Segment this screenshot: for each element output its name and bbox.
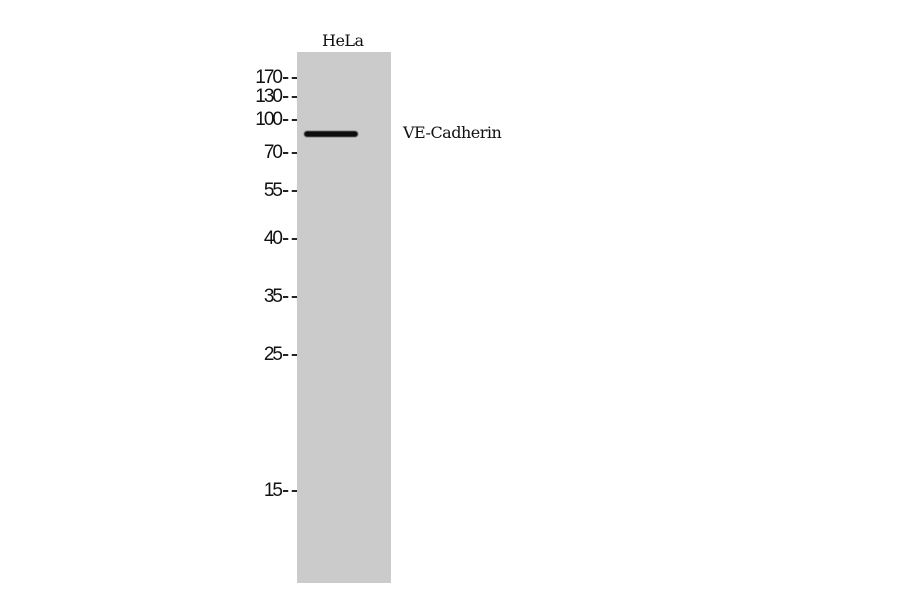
- marker-170: 170: [255, 68, 297, 88]
- marker-70: 70: [264, 143, 297, 163]
- marker-130: 130: [255, 87, 297, 107]
- marker-100: 100: [255, 110, 297, 130]
- blot-lane: [297, 52, 391, 583]
- marker-40: 40: [264, 229, 297, 249]
- marker-25: 25: [264, 345, 297, 365]
- marker-35: 35: [264, 287, 297, 307]
- protein-band: [304, 131, 358, 137]
- protein-label: VE-Cadherin: [403, 123, 502, 142]
- marker-55: 55: [264, 181, 297, 201]
- marker-15: 15: [264, 481, 297, 501]
- lane-label-hela: HeLa: [322, 31, 364, 50]
